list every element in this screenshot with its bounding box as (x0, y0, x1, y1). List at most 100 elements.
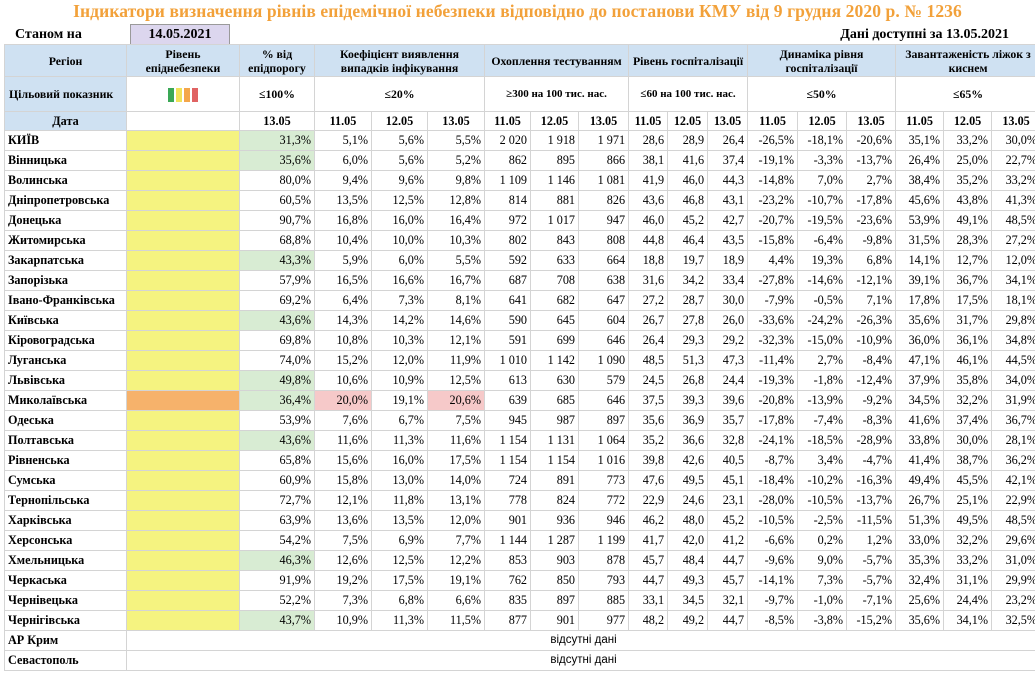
t-cell-3: 1 090 (578, 350, 630, 371)
d-cell-3: -23,6% (846, 210, 897, 231)
d-cell-2: 7,0% (797, 170, 848, 191)
t-cell-1: 778 (484, 490, 532, 511)
target-oxy: ≤65% (895, 76, 1035, 112)
o-cell-3: 41,3% (991, 190, 1035, 211)
h-cell-2: 36,6 (667, 430, 709, 451)
t-cell-3: 773 (578, 470, 630, 491)
header-region: Регіон (4, 44, 127, 77)
table-row: Івано-Франківська 69,2% 6,4% 7,3% 8,1% 641 682… (4, 290, 1035, 311)
c-cell-2: 13,5% (371, 510, 428, 531)
h-cell-3: 35,7 (707, 410, 749, 431)
level-cell (126, 350, 240, 371)
region-name: Житомирська (4, 230, 127, 251)
t-cell-2: 645 (530, 310, 580, 331)
target-test: ≥300 на 100 тис. нас. (484, 76, 630, 112)
indicators-table: Регіон Рівень епіднебезпеки % від епідпо… (4, 44, 1035, 671)
d-cell-1: -14,1% (747, 570, 799, 591)
d-cell-3: -12,4% (846, 370, 897, 391)
level-cell (126, 450, 240, 471)
c-cell-3: 5,2% (426, 150, 486, 171)
d-cell-2: -10,5% (797, 490, 848, 511)
t-cell-2: 708 (530, 270, 580, 291)
t-cell-2: 1 918 (530, 130, 580, 151)
d-cell-1: -20,7% (747, 210, 799, 231)
t-cell-2: 1 131 (530, 430, 580, 451)
pct-cell: 36,4% (239, 390, 315, 411)
d-cell-1: -19,1% (747, 150, 799, 171)
table-row: Кіровоградська 69,8% 10,8% 10,3% 12,1% 591 699… (4, 330, 1035, 351)
date-coef-3: 13.05 (426, 111, 486, 131)
d-cell-3: -28,9% (846, 430, 897, 451)
header-dyn: Динаміка рівня госпіталізації (747, 44, 897, 77)
c-cell-3: 19,1% (426, 570, 486, 591)
h-cell-1: 44,8 (628, 230, 669, 251)
d-cell-1: -7,9% (747, 290, 799, 311)
date-oxy-1: 11.05 (895, 111, 945, 131)
table-row: КИЇВ 31,3% 5,1% 5,6% 5,5% 2 020 1 918 1 971 28,6… (4, 130, 1035, 151)
level-cell (126, 190, 240, 211)
t-cell-2: 891 (530, 470, 580, 491)
c-cell-2: 11,3% (371, 430, 428, 451)
t-cell-1: 972 (484, 210, 532, 231)
o-cell-2: 24,4% (943, 590, 993, 611)
pct-cell: 43,6% (239, 310, 315, 331)
table-row: Тернопільська 72,7% 12,1% 11,8% 13,1% 778 824 7… (4, 490, 1035, 511)
c-cell-1: 10,8% (314, 330, 372, 351)
d-cell-1: -15,8% (747, 230, 799, 251)
t-cell-2: 1 017 (530, 210, 580, 231)
t-cell-3: 793 (578, 570, 630, 591)
region-name: КИЇВ (4, 130, 127, 151)
h-cell-3: 32,8 (707, 430, 749, 451)
h-cell-2: 34,5 (667, 590, 709, 611)
target-label: Цільовий показник (4, 76, 127, 112)
c-cell-2: 5,6% (371, 150, 428, 171)
o-cell-3: 34,0% (991, 370, 1035, 391)
c-cell-1: 14,3% (314, 310, 372, 331)
o-cell-2: 32,2% (943, 530, 993, 551)
h-cell-1: 33,1 (628, 590, 669, 611)
t-cell-3: 646 (578, 390, 630, 411)
t-cell-3: 664 (578, 250, 630, 271)
t-cell-3: 826 (578, 190, 630, 211)
t-cell-1: 862 (484, 150, 532, 171)
t-cell-3: 885 (578, 590, 630, 611)
d-cell-2: -19,5% (797, 210, 848, 231)
date-hosp-1: 11.05 (628, 111, 669, 131)
t-cell-3: 947 (578, 210, 630, 231)
t-cell-3: 772 (578, 490, 630, 511)
table-row: Рівненська 65,8% 15,6% 16,0% 17,5% 1 154 1 154… (4, 450, 1035, 471)
h-cell-3: 39,6 (707, 390, 749, 411)
o-cell-3: 30,0% (991, 130, 1035, 151)
t-cell-1: 687 (484, 270, 532, 291)
d-cell-2: -3,8% (797, 610, 848, 631)
missing-data-note: відсутні дані (125, 650, 1035, 671)
c-cell-1: 19,2% (314, 570, 372, 591)
o-cell-2: 43,8% (943, 190, 993, 211)
o-cell-2: 25,1% (943, 490, 993, 511)
d-cell-3: -15,2% (846, 610, 897, 631)
c-cell-2: 16,0% (371, 450, 428, 471)
t-cell-1: 590 (484, 310, 532, 331)
h-cell-3: 45,7 (707, 570, 749, 591)
region-name: Тернопільська (4, 490, 127, 511)
o-cell-1: 37,9% (895, 370, 945, 391)
d-cell-3: 2,7% (846, 170, 897, 191)
level-cell (126, 230, 240, 251)
o-cell-3: 32,5% (991, 610, 1035, 631)
level-cell (126, 410, 240, 431)
d-cell-2: -24,2% (797, 310, 848, 331)
h-cell-2: 46,4 (667, 230, 709, 251)
h-cell-1: 28,6 (628, 130, 669, 151)
h-cell-3: 26,4 (707, 130, 749, 151)
table-row: Сумська 60,9% 15,8% 13,0% 14,0% 724 891 773 47,6… (4, 470, 1035, 491)
o-cell-2: 31,7% (943, 310, 993, 331)
c-cell-2: 16,6% (371, 270, 428, 291)
o-cell-3: 48,5% (991, 510, 1035, 531)
c-cell-1: 7,3% (314, 590, 372, 611)
t-cell-1: 641 (484, 290, 532, 311)
d-cell-2: -3,3% (797, 150, 848, 171)
c-cell-1: 10,4% (314, 230, 372, 251)
h-cell-3: 32,1 (707, 590, 749, 611)
h-cell-3: 26,0 (707, 310, 749, 331)
c-cell-2: 12,5% (371, 550, 428, 571)
